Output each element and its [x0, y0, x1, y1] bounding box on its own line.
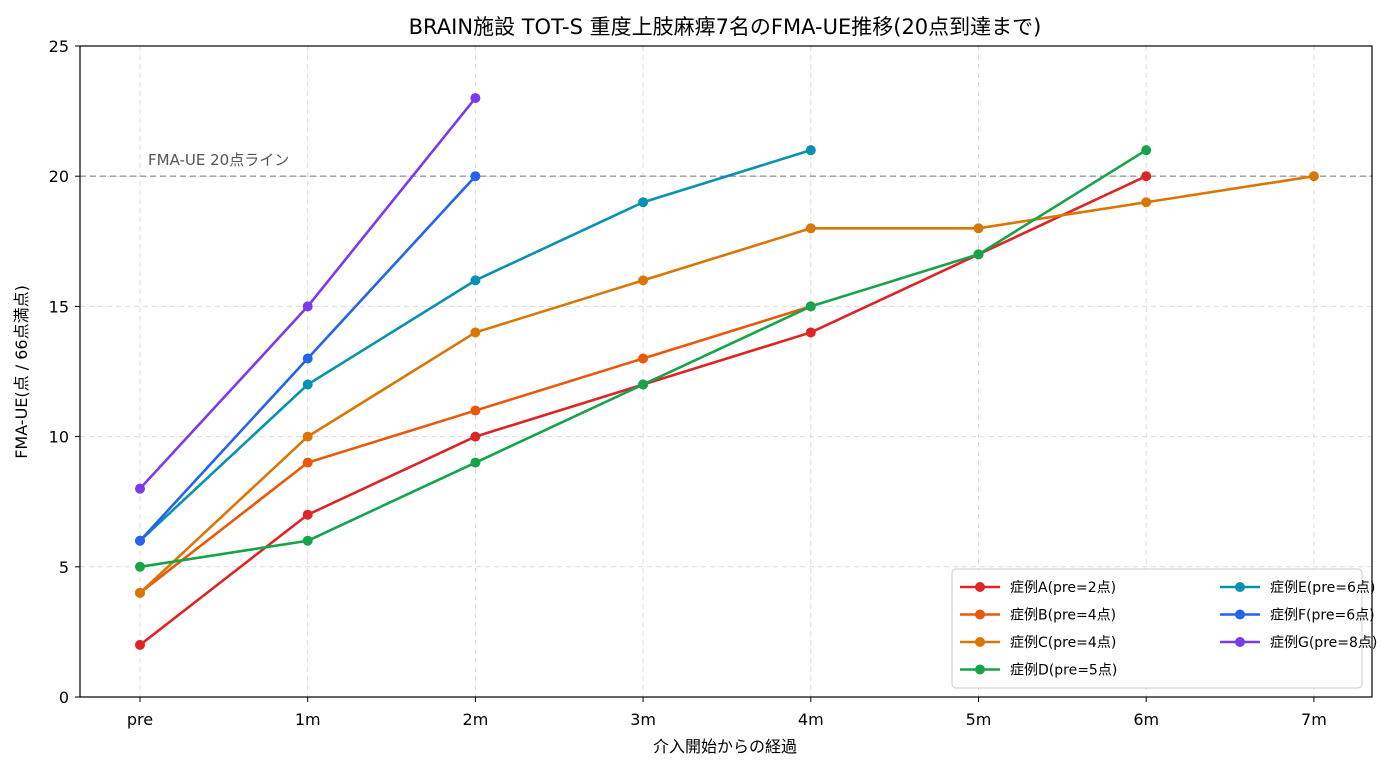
x-tick-label: 4m — [798, 710, 824, 729]
legend-swatch-marker — [1235, 637, 1245, 647]
data-point — [470, 457, 481, 468]
x-tick-label: 6m — [1133, 710, 1159, 729]
data-point — [805, 223, 816, 234]
data-point — [805, 327, 816, 338]
data-point — [1141, 171, 1152, 182]
data-point — [135, 483, 145, 494]
data-point — [302, 509, 313, 520]
data-point — [135, 587, 145, 598]
plot-area: FMA-UE 20点ライン 0 5 10 15 20 25 pre 1m 2m 3m 4m 5m 6m 7m — [49, 37, 1373, 729]
data-point — [638, 275, 649, 286]
data-point — [638, 197, 649, 208]
x-axis-label: 介入開始からの経過 — [653, 737, 797, 756]
chart-title: BRAIN施設 TOT-S 重度上肢麻痺7名のFMA-UE推移(20点到達まで) — [409, 15, 1042, 39]
legend-swatch-marker — [975, 609, 985, 620]
legend-swatch-marker — [975, 664, 985, 675]
y-axis-label: FMA-UE(点 / 66点満点) — [12, 285, 31, 459]
x-tick-label: 5m — [966, 710, 992, 729]
data-point — [470, 93, 481, 104]
legend-label: 症例F(pre=6点) — [1270, 608, 1375, 624]
x-tick-label: 2m — [463, 710, 489, 729]
legend-box — [951, 568, 1363, 689]
y-tick-label: 5 — [59, 558, 69, 577]
data-point — [302, 431, 313, 442]
legend-label: 症例D(pre=5点) — [1010, 663, 1117, 679]
data-point — [302, 457, 313, 468]
y-tick-label: 10 — [49, 428, 69, 447]
data-point — [302, 379, 313, 390]
legend-swatch-marker — [975, 637, 985, 647]
legend-label: 症例C(pre=4点) — [1010, 635, 1116, 651]
data-point — [135, 535, 145, 546]
legend-label: 症例A(pre=2点) — [1010, 580, 1116, 596]
data-point — [470, 171, 481, 182]
legend-label: 症例B(pre=4点) — [1010, 608, 1116, 624]
y-tick-label: 25 — [49, 37, 69, 56]
legend-label: 症例E(pre=6点) — [1270, 580, 1375, 596]
plot-frame — [79, 45, 1373, 698]
legend-label: 症例G(pre=8点) — [1270, 635, 1377, 651]
y-tick-label: 20 — [49, 167, 69, 186]
reference-line-label: FMA-UE 20点ライン — [148, 151, 289, 169]
data-point — [1141, 197, 1152, 208]
legend-swatch-marker — [975, 582, 985, 592]
data-point — [973, 249, 984, 260]
data-point — [470, 275, 481, 286]
y-tick-label: 0 — [59, 688, 69, 707]
data-point — [1308, 171, 1319, 182]
series-line-2 — [139, 174, 1315, 594]
data-point — [470, 431, 481, 442]
data-point — [302, 535, 313, 546]
data-point — [135, 639, 145, 650]
x-tick-label: 7m — [1301, 710, 1327, 729]
data-point — [638, 379, 649, 390]
legend-swatch-marker — [1235, 609, 1245, 620]
x-tick-label: 1m — [295, 710, 321, 729]
x-tick-label: pre — [127, 710, 153, 729]
x-tick-label: 3m — [630, 710, 656, 729]
y-tick-label: 15 — [49, 297, 69, 316]
legend-swatch-marker — [1235, 582, 1245, 592]
legend: 症例A(pre=2点) 症例B(pre=4点) 症例C(pre=4点) 症例D(pre… — [951, 568, 1377, 689]
data-point — [302, 353, 313, 364]
data-point — [805, 301, 816, 312]
data-point — [470, 327, 481, 338]
data-point — [470, 405, 481, 416]
data-point — [135, 561, 145, 572]
data-point — [805, 145, 816, 156]
data-point — [302, 301, 313, 312]
data-point — [1141, 145, 1152, 156]
data-point — [638, 353, 649, 364]
data-point — [973, 223, 984, 234]
